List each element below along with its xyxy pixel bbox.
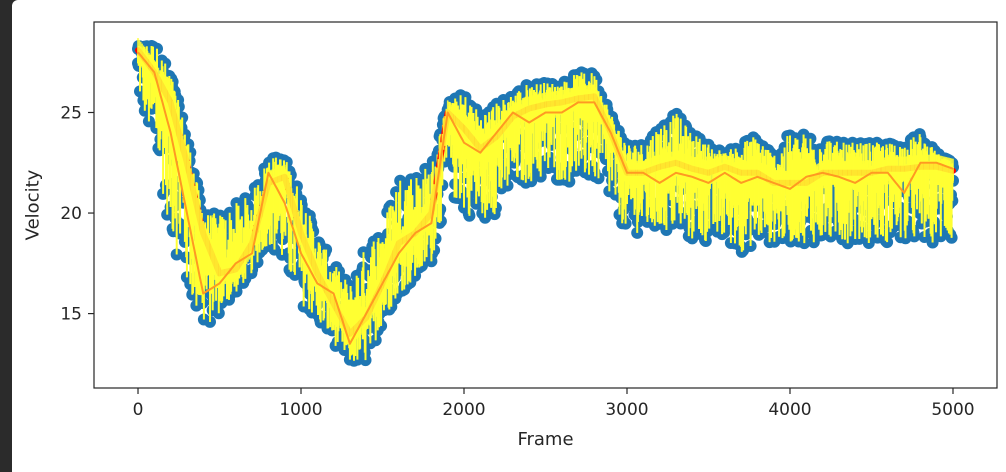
chart-marks [132, 38, 959, 367]
x-tick-label: 5000 [931, 400, 974, 420]
y-tick-label: 25 [60, 103, 82, 123]
stem-overlay [137, 38, 954, 361]
x-tick-label: 0 [133, 400, 144, 420]
y-tick-label: 15 [60, 305, 82, 325]
x-axis-label: Frame [517, 429, 573, 450]
x-tick-label: 2000 [442, 400, 485, 420]
x-tick-label: 3000 [605, 400, 648, 420]
y-axis-ticks: 15 20 25 [60, 103, 94, 325]
velocity-chart: 0 1000 2000 3000 4000 5000 15 20 25 Frame Veloc… [22, 21, 998, 450]
x-axis-ticks: 0 1000 2000 3000 4000 5000 [133, 388, 975, 420]
y-tick-label: 20 [60, 204, 82, 224]
plot-frame [93, 21, 998, 389]
y-axis-label: Velocity [22, 169, 43, 240]
x-tick-label: 1000 [279, 400, 322, 420]
figure: 0 1000 2000 3000 4000 5000 15 20 25 Frame Veloc… [12, 0, 1006, 472]
plot-area [132, 38, 959, 367]
x-tick-label: 4000 [768, 400, 811, 420]
rolling-mean-line [137, 51, 954, 345]
